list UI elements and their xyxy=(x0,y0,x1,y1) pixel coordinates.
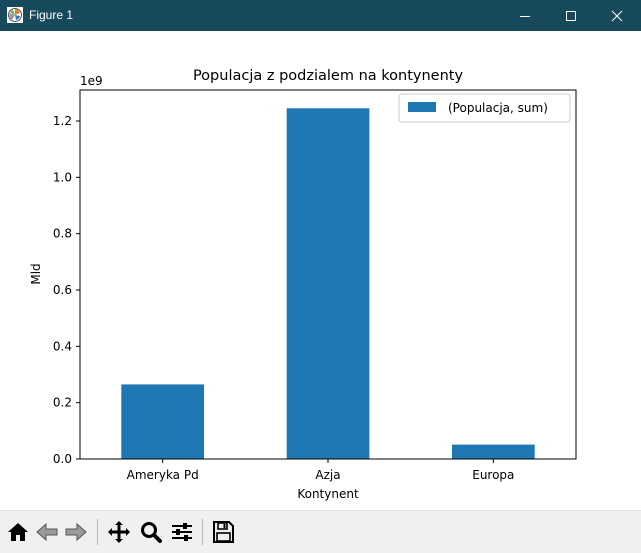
y-tick-label: 1.2 xyxy=(53,114,72,128)
back-button[interactable] xyxy=(33,518,61,546)
x-ticks-group: Ameryka Pd Azja Europa xyxy=(127,459,514,482)
bar-azja xyxy=(286,108,370,460)
window-title: Figure 1 xyxy=(29,8,74,22)
legend-swatch xyxy=(408,102,436,112)
x-tick-label: Europa xyxy=(472,468,514,482)
y-tick-label: 0.8 xyxy=(53,227,72,241)
save-button[interactable] xyxy=(209,518,237,546)
legend: (Populacja, sum) xyxy=(398,93,571,123)
y-axis-offset-text: 1e9 xyxy=(80,74,103,88)
navigation-toolbar xyxy=(0,510,641,553)
y-tick-label: 1.0 xyxy=(53,170,72,184)
y-tick-label: 0.0 xyxy=(53,452,72,466)
pan-button[interactable] xyxy=(105,518,133,546)
home-icon xyxy=(8,523,28,541)
y-axis-label: Mld xyxy=(29,263,43,284)
move-icon xyxy=(108,521,130,543)
home-button[interactable] xyxy=(4,518,32,546)
back-arrow-icon xyxy=(36,522,58,542)
maximize-icon xyxy=(566,10,576,21)
bar-chart: Populacja z podzialem na kontynenty 1e9 … xyxy=(29,68,577,501)
forward-button[interactable] xyxy=(62,518,90,546)
toolbar-separator xyxy=(202,519,203,545)
forward-arrow-icon xyxy=(65,522,87,542)
y-tick-label: 0.6 xyxy=(53,283,72,297)
zoom-button[interactable] xyxy=(137,518,165,546)
y-tick-label: 0.2 xyxy=(53,396,72,410)
matplotlib-logo-icon xyxy=(7,7,23,23)
y-tick-label: 0.4 xyxy=(53,339,72,353)
sliders-icon xyxy=(172,523,192,541)
configure-subplots-button[interactable] xyxy=(168,518,196,546)
bar-europa xyxy=(452,444,535,459)
maximize-button[interactable] xyxy=(548,0,594,31)
chart-title: Populacja z podzialem na kontynenty xyxy=(193,68,463,84)
bars-group xyxy=(121,108,535,460)
minimize-icon xyxy=(520,15,530,17)
close-button[interactable] xyxy=(594,0,640,31)
figure-canvas[interactable]: Populacja z podzialem na kontynenty 1e9 … xyxy=(0,31,641,510)
x-tick-label: Azja xyxy=(315,468,340,482)
magnifier-icon xyxy=(141,522,162,543)
y-ticks-group: 0.0 0.2 0.4 0.6 0.8 1.0 1.2 xyxy=(53,114,80,466)
legend-label: (Populacja, sum) xyxy=(448,101,548,115)
x-tick-label: Ameryka Pd xyxy=(127,468,199,482)
floppy-disk-icon xyxy=(213,521,234,543)
close-icon xyxy=(611,10,623,21)
toolbar-separator xyxy=(97,519,98,545)
window-titlebar: Figure 1 xyxy=(0,0,641,31)
x-axis-label: Kontynent xyxy=(297,487,359,501)
bar-ameryka-pd xyxy=(121,384,204,459)
minimize-button[interactable] xyxy=(502,0,548,31)
legend-box xyxy=(398,93,571,123)
